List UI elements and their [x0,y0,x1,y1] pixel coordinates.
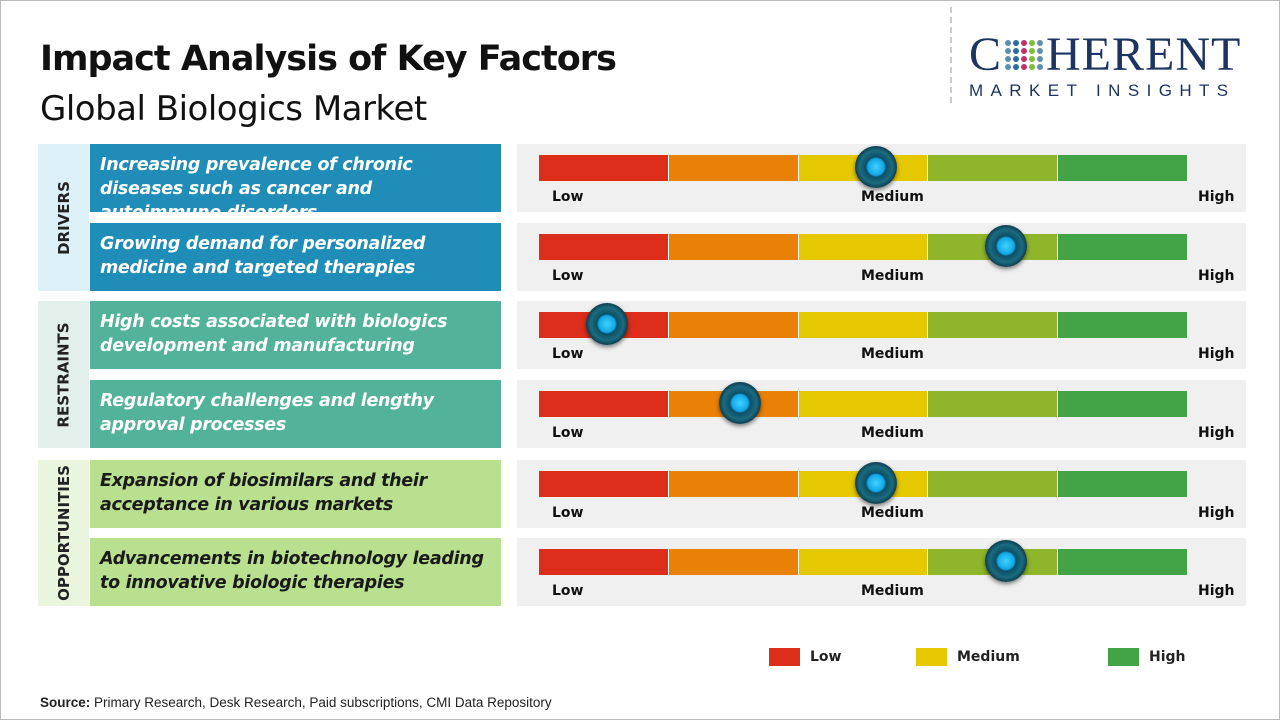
gauge-segment [539,471,669,497]
gauge-segment [668,155,799,181]
gauge-label-high: High [1198,425,1235,441]
source-label: Source: [40,695,91,710]
gauge-segment [798,549,929,575]
source-text: Primary Research, Desk Research, Paid su… [90,695,552,710]
gauge-bar [539,234,1187,260]
logo-letter: C [969,28,1003,81]
gauge-bar [539,391,1187,417]
factor-text: Advancements in biotechnology leading to… [90,538,501,606]
impact-gauge: Low Medium High [517,144,1246,212]
source-note: Source: Primary Research, Desk Research,… [40,695,552,710]
legend-medium: Medium [916,648,1020,666]
gauge-marker [984,540,1027,582]
page-title: Impact Analysis of Key Factors [40,39,617,79]
impact-gauge: Low Medium High [517,301,1246,369]
logo-text: HERENT [1046,28,1242,81]
legend-low: Low [769,648,841,666]
gauge-label-high: High [1198,268,1235,284]
gauge-segment [928,471,1059,497]
legend-label: Medium [957,649,1020,665]
gauge-label-medium: Medium [861,505,924,521]
gauge-segment [539,391,669,417]
category-opportunities: OPPORTUNITIES [38,460,89,606]
gauge-segment [928,155,1059,181]
gauge-segment [668,549,799,575]
factor-text: Expansion of biosimilars and their accep… [90,460,501,528]
gauge-segment [668,471,799,497]
gauge-label-low: Low [552,346,584,362]
gauge-segment [539,234,669,260]
gauge-segment [928,312,1059,338]
legend-high: High [1108,648,1186,666]
factor-text: Regulatory challenges and lengthy approv… [90,380,501,448]
gauge-segment [1058,234,1187,260]
gauge-segment [928,391,1059,417]
factor-text: Growing demand for personalized medicine… [90,223,501,291]
impact-gauge: Low Medium High [517,380,1246,448]
legend-swatch [916,648,947,666]
impact-gauge: Low Medium High [517,538,1246,606]
gauge-segment [798,312,929,338]
legend-swatch [769,648,800,666]
gauge-label-medium: Medium [861,425,924,441]
gauge-label-medium: Medium [861,346,924,362]
gauge-marker [984,225,1027,267]
gauge-bar [539,549,1187,575]
gauge-label-medium: Medium [861,189,924,205]
impact-gauge: Low Medium High [517,223,1246,291]
gauge-bar [539,155,1187,181]
category-drivers: DRIVERS [38,144,89,291]
category-label: OPPORTUNITIES [54,465,73,601]
impact-gauge: Low Medium High [517,460,1246,528]
gauge-segment [1058,471,1187,497]
gauge-segment [668,234,799,260]
gauge-label-high: High [1198,505,1235,521]
gauge-segment [539,155,669,181]
gauge-label-low: Low [552,268,584,284]
gauge-label-high: High [1198,346,1235,362]
category-label: RESTRAINTS [54,321,73,428]
gauge-marker [718,382,761,424]
gauge-segment [1058,312,1187,338]
gauge-segment [1058,549,1187,575]
gauge-label-low: Low [552,425,584,441]
gauge-segment [668,312,799,338]
gauge-label-medium: Medium [861,583,924,599]
category-label: DRIVERS [54,180,73,255]
gauge-bar [539,312,1187,338]
gauge-label-medium: Medium [861,268,924,284]
gauge-label-low: Low [552,583,584,599]
gauge-segment [1058,391,1187,417]
category-restraints: RESTRAINTS [38,301,89,448]
gauge-marker [854,146,897,188]
page-subtitle: Global Biologics Market [40,89,427,129]
factor-text: High costs associated with biologics dev… [90,301,501,369]
gauge-segment [1058,155,1187,181]
logo-tagline: MARKET INSIGHTS [969,81,1236,100]
gauge-segment [539,549,669,575]
legend-swatch [1108,648,1139,666]
globe-icon [1005,40,1044,70]
divider [950,7,952,103]
gauge-segment [798,391,929,417]
gauge-label-low: Low [552,505,584,521]
gauge-bar [539,471,1187,497]
legend-label: Low [810,649,842,665]
company-logo: C HERENT MARKET INSIGHTS [969,31,1261,101]
gauge-marker [854,462,897,504]
gauge-marker [586,303,629,345]
factor-text: Increasing prevalence of chronic disease… [90,144,501,223]
gauge-label-low: Low [552,189,584,205]
gauge-segment [798,234,929,260]
gauge-label-high: High [1198,583,1235,599]
gauge-label-high: High [1198,189,1235,205]
legend-label: High [1149,649,1186,665]
